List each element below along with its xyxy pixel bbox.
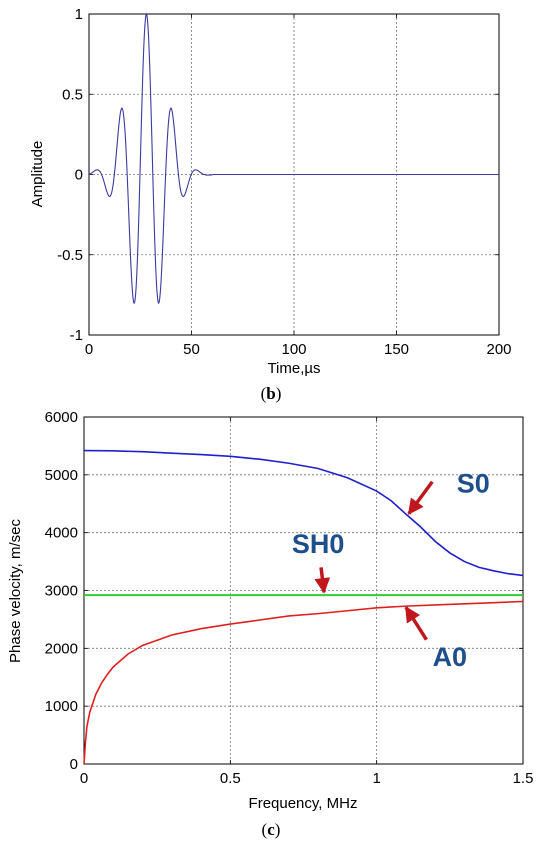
annotation-arrow-s0 xyxy=(407,480,434,515)
y-tick-label: 1000 xyxy=(45,698,78,715)
x-tick-label: 50 xyxy=(183,341,200,358)
annotation-label-sh0: SH0 xyxy=(292,529,345,559)
phase-velocity-chart: 0 0.5 1 1.5 0 1000 2000 3000 4000 5000 6000 S0 SH0 A… xyxy=(7,409,533,839)
y-tick-label: 0.5 xyxy=(62,86,83,103)
x-tick-label: 150 xyxy=(384,341,409,358)
x-tick-label: 200 xyxy=(486,341,511,358)
x-tick-label: 0 xyxy=(80,770,88,787)
amplitude-time-chart: 0 50 100 150 200 -1 -0.5 0 0.5 1 Amplitude Time,µ… xyxy=(29,6,512,403)
x-tick-label: 1.5 xyxy=(513,770,534,787)
y-tick-label: 0 xyxy=(75,167,83,184)
annotation-arrow-a0 xyxy=(404,605,428,641)
curve-s0 xyxy=(83,449,524,577)
y-tick-label: 6000 xyxy=(45,409,78,426)
x-tick-label: 0.5 xyxy=(220,770,241,787)
y-tick-label: 5000 xyxy=(45,467,78,484)
x-tick-label: 100 xyxy=(281,341,306,358)
y-axis-label-c: Phase velocity, m/sec xyxy=(7,519,24,663)
x-tick-label: 1 xyxy=(372,770,380,787)
panel-label-b: (b) xyxy=(261,384,282,403)
annotation-arrow-sh0 xyxy=(314,567,331,594)
ticks-b: 0 50 100 150 200 -1 -0.5 0 0.5 1 xyxy=(57,6,511,358)
y-tick-label: 2000 xyxy=(45,640,78,657)
x-axis-label-c: Frequency, MHz xyxy=(249,795,358,812)
y-tick-label: -1 xyxy=(70,327,83,344)
annotation-label-s0: S0 xyxy=(457,469,490,499)
y-tick-label: 4000 xyxy=(45,525,78,542)
y-tick-label: -0.5 xyxy=(57,247,83,264)
curve-a0 xyxy=(83,600,524,765)
x-tick-label: 0 xyxy=(85,341,93,358)
y-tick-label: 3000 xyxy=(45,583,78,600)
y-axis-label-b: Amplitude xyxy=(29,141,46,208)
panel-label-c: (c) xyxy=(262,820,281,839)
waveform-line xyxy=(89,12,499,305)
mode-annotations: S0 SH0 A0 xyxy=(292,469,490,673)
grid-c xyxy=(84,417,523,764)
ticks-c: 0 0.5 1 1.5 0 1000 2000 3000 4000 5000 6000 xyxy=(45,409,534,787)
y-tick-label: 1 xyxy=(75,6,83,23)
x-axis-label-b: Time,µs xyxy=(267,360,320,377)
dispersion-curves xyxy=(83,449,524,765)
y-tick-label: 0 xyxy=(70,756,78,773)
annotation-label-a0: A0 xyxy=(433,642,468,672)
